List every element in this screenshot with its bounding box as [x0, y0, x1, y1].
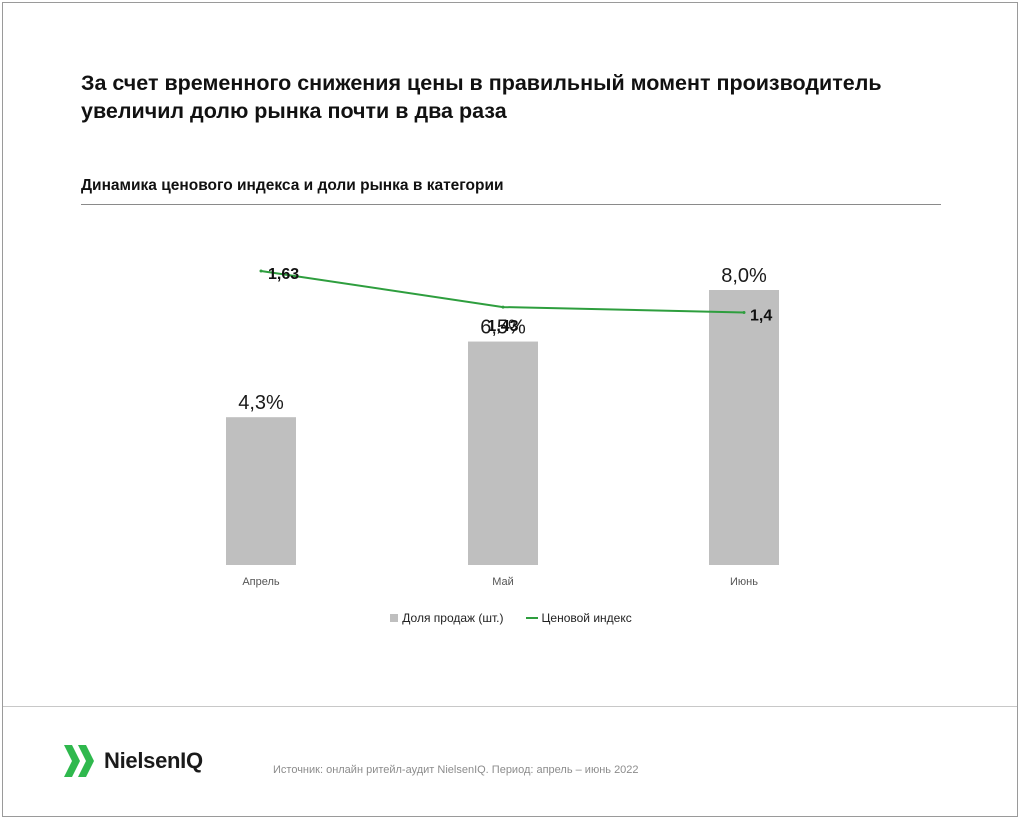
source-note: Источник: онлайн ритейл-аудит NielsenIQ.… [273, 764, 639, 776]
nielseniq-logo: NielsenIQ [64, 745, 203, 777]
x-tick-label-2: Май [492, 576, 514, 588]
bar-3 [709, 290, 779, 565]
legend: Доля продаж (шт.) Ценовой индекс [3, 611, 1019, 625]
legend-swatch-line [525, 617, 538, 619]
x-tick-label-1: Апрель [242, 576, 280, 588]
chart-title: Динамика ценового индекса и доли рынка в… [81, 177, 504, 194]
line-value-label-2: 1,43 [487, 318, 518, 335]
legend-label-bar: Доля продаж (шт.) [402, 611, 504, 625]
bars-layer [226, 290, 779, 565]
nielseniq-logo-icon [64, 745, 94, 777]
line-layer [259, 269, 746, 314]
x-tick-label-3: Июнь [730, 576, 758, 588]
legend-item-bar: Доля продаж (шт.) [390, 611, 504, 625]
bar-value-label-3: 8,0% [721, 265, 767, 287]
legend-label-line: Ценовой индекс [541, 611, 632, 625]
line-value-label-1: 1,63 [268, 266, 299, 283]
price-index-point-3 [742, 310, 746, 314]
combo-chart: 4,3% Апрель 6,5% Май 8,0% Июнь 1,63 1,43 1,4 [226, 265, 779, 588]
bar-1 [226, 417, 296, 565]
title-divider [81, 204, 941, 205]
headline: За счет временного снижения цены в прави… [81, 71, 882, 123]
bar-2 [468, 341, 538, 565]
labels-layer: 4,3% Апрель 6,5% Май 8,0% Июнь 1,63 1,43 1,4 [238, 265, 772, 588]
price-index-point-2 [501, 305, 505, 309]
footer-divider [3, 706, 1017, 707]
bar-value-label-1: 4,3% [238, 392, 284, 414]
price-index-point-1 [259, 269, 263, 273]
line-value-label-3: 1,4 [750, 307, 772, 324]
legend-swatch-bar [390, 614, 399, 622]
bar-value-label-2: 6,5% [480, 317, 526, 339]
legend-item-line: Ценовой индекс [525, 611, 632, 625]
logo-wordmark: NielsenIQ [104, 748, 203, 773]
